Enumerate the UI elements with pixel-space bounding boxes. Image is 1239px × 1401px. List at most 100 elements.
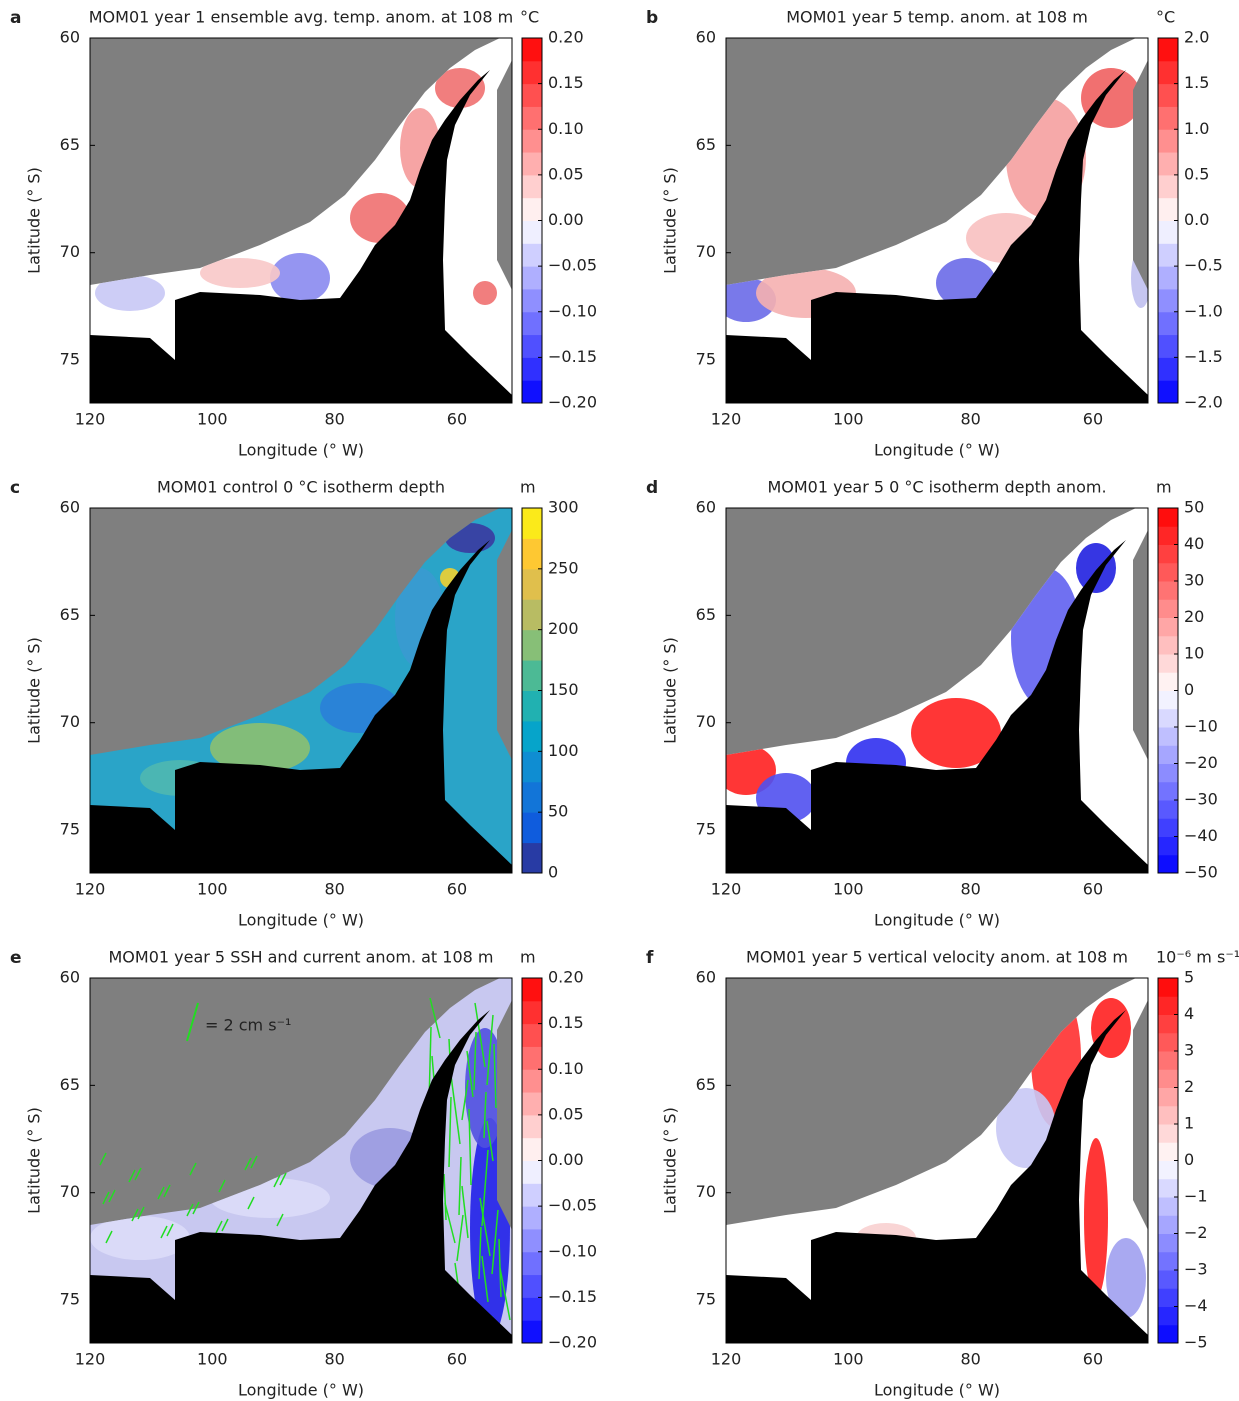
colorbar-band (522, 1114, 542, 1139)
colorbar-tick-label: −0.05 (548, 256, 597, 275)
colorbar-band (1158, 1197, 1178, 1216)
anomaly-patch (200, 258, 280, 288)
colorbar-band (1158, 836, 1178, 856)
x-tick-label: 60 (447, 410, 467, 429)
colorbar-tick-label: 150 (548, 680, 579, 699)
panel-title: MOM01 year 1 ensemble avg. temp. anom. a… (89, 8, 513, 27)
colorbar-tick-label: 0.05 (548, 164, 584, 183)
colorbar-tick-label: 0.10 (548, 1059, 584, 1078)
y-tick-label: 60 (696, 498, 716, 517)
current-vector (461, 1079, 469, 1121)
panel: e MOM01 year 5 SSH and current anom. at 1… (10, 948, 597, 1400)
x-tick-label: 60 (1083, 1350, 1103, 1369)
colorbar-band (1158, 220, 1178, 244)
map (90, 38, 512, 403)
x-tick-label: 120 (75, 880, 106, 899)
anomaly-patch (473, 281, 497, 305)
colorbar-band (522, 1137, 542, 1161)
current-vector (218, 1179, 226, 1193)
colorbar-band (522, 1183, 542, 1207)
colorbar-band (522, 106, 542, 130)
colorbar-band (1158, 334, 1178, 358)
y-tick-label: 75 (60, 350, 80, 369)
colorbar-band (1158, 635, 1178, 655)
colorbar-tick-label: 300 (548, 498, 579, 517)
colorbar-band (1158, 266, 1178, 290)
colorbar-band (522, 1297, 542, 1321)
colorbar-tick-label: 100 (548, 741, 579, 760)
y-axis-label: Latitude (° S) (25, 1107, 44, 1214)
colorbar-tick-label: 1.0 (1184, 119, 1209, 138)
y-axis-label: Latitude (° S) (25, 637, 44, 744)
x-tick-label: 100 (833, 410, 864, 429)
current-vector (157, 1186, 165, 1200)
panel: f MOM01 year 5 vertical velocity anom. at… (646, 948, 1239, 1400)
colorbar-tick-label: −2 (1184, 1223, 1208, 1242)
colorbar-band (1158, 1032, 1178, 1052)
x-tick-label: 120 (711, 410, 742, 429)
colorbar-band (1158, 1215, 1178, 1234)
colorbar-band (1158, 288, 1178, 313)
anomaly-patch (1076, 543, 1116, 593)
colorbar-band (1158, 129, 1178, 153)
y-tick-label: 75 (60, 820, 80, 839)
colorbar-band (1158, 581, 1178, 600)
colorbar-band (522, 220, 542, 244)
current-vector (449, 1067, 461, 1145)
colorbar-tick-label: −30 (1184, 790, 1218, 809)
x-tick-label: 60 (447, 880, 467, 899)
panel: a MOM01 year 1 ensemble avg. temp. anom. … (10, 8, 597, 460)
colorbar-band (522, 83, 542, 107)
current-vector (448, 1096, 452, 1168)
x-axis-label: Longitude (° W) (238, 441, 364, 460)
x-axis-label: Longitude (° W) (874, 1381, 1000, 1400)
current-vector (131, 1208, 139, 1222)
y-tick-label: 65 (60, 1075, 80, 1094)
current-vector (102, 1191, 110, 1205)
colorbar-tick-label: −1.0 (1184, 301, 1223, 320)
colorbar-band (1158, 996, 1178, 1015)
current-vector (479, 1197, 491, 1257)
x-tick-label: 80 (960, 880, 980, 899)
colorbar-tick-label: −0.10 (548, 301, 597, 320)
current-vector (473, 1031, 477, 1091)
current-vector (456, 1214, 464, 1262)
anomaly-patch (1106, 1238, 1146, 1318)
colorbar-label: 10⁻⁶ m s⁻¹ (1156, 948, 1239, 967)
colorbar-band (522, 152, 542, 176)
x-tick-label: 60 (1083, 880, 1103, 899)
anomaly-patch (1084, 1138, 1108, 1298)
y-tick-label: 75 (696, 1290, 716, 1309)
x-tick-label: 100 (833, 1350, 864, 1369)
panel-letter: b (646, 8, 658, 28)
colorbar-tick-label: 0.05 (548, 1104, 584, 1123)
colorbar-band (522, 1069, 542, 1093)
current-vector (247, 1196, 255, 1210)
colorbar-tick-label: 2 (1184, 1077, 1194, 1096)
y-tick-label: 70 (60, 712, 80, 731)
current-vector (458, 1156, 462, 1216)
colorbar-band (1158, 690, 1178, 710)
colorbar-band (1158, 38, 1178, 62)
colorbar-band (522, 288, 542, 313)
current-vector (163, 1184, 171, 1198)
y-tick-label: 60 (60, 498, 80, 517)
current-vector (483, 1091, 487, 1139)
colorbar-band (522, 38, 542, 62)
current-vector (160, 1225, 168, 1239)
y-tick-label: 70 (696, 242, 716, 261)
y-tick-label: 65 (60, 135, 80, 154)
y-tick-label: 60 (60, 28, 80, 47)
colorbar-tick-label: −0.15 (548, 347, 597, 366)
panel-letter: c (10, 478, 20, 498)
current-vector (189, 1162, 197, 1176)
colorbar-band (522, 629, 542, 661)
colorbar-tick-label: 3 (1184, 1041, 1194, 1060)
colorbar-band (1158, 599, 1178, 618)
colorbar-band (1158, 1124, 1178, 1143)
x-axis-label: Longitude (° W) (238, 911, 364, 930)
masked-area (1133, 1000, 1148, 1230)
current-vector (276, 1213, 284, 1227)
colorbar-tick-label: 0.00 (548, 1150, 584, 1169)
colorbar-tick-label: −0.05 (548, 1196, 597, 1215)
